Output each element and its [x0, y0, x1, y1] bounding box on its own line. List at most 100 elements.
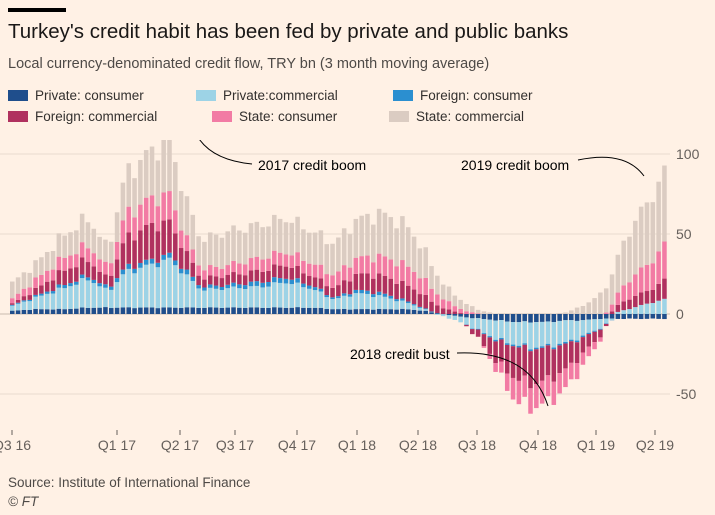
bar-segment [277, 218, 283, 253]
bar-segment [202, 287, 207, 291]
bar-segment [225, 288, 230, 308]
bar-segment [272, 214, 277, 251]
bar-segment [260, 271, 265, 283]
bar-segment [306, 276, 312, 286]
bar-segment [219, 290, 225, 308]
bar-segment [574, 340, 580, 343]
bar-segment [603, 314, 609, 319]
bar-segment [237, 274, 242, 285]
bar-segment [516, 314, 522, 323]
bar-segment [638, 304, 644, 314]
bar-segment [10, 304, 15, 306]
bar-segment [411, 305, 417, 310]
bar-segment [260, 307, 265, 314]
bar-segment [534, 384, 539, 409]
bar-segment [324, 274, 329, 287]
bar-segment [312, 264, 318, 278]
bar-segment [417, 310, 423, 314]
bar-segment [347, 234, 353, 268]
bar-segment [400, 298, 405, 301]
bar-segment [190, 262, 196, 277]
annotation-label: 2018 credit bust [350, 346, 450, 362]
bar-segment [644, 291, 650, 304]
bar-segment [254, 285, 260, 308]
bar-segment [190, 280, 196, 308]
bar-segment [359, 215, 364, 257]
bar-segment [155, 206, 161, 232]
bar-segment [132, 178, 137, 218]
bar-segment [580, 320, 586, 336]
bar-segment [656, 283, 661, 301]
bar-segment [446, 314, 452, 316]
legend-label: Private: consumer [35, 88, 144, 103]
bar-segment [44, 252, 50, 271]
bar-segment [295, 216, 300, 253]
bar-segment [260, 259, 265, 272]
bar-segment [155, 160, 161, 207]
bar-segment [644, 314, 650, 319]
bar-segment [394, 301, 399, 310]
bar-segment [452, 314, 458, 316]
bar-segment [440, 284, 446, 300]
bar-segment [196, 236, 201, 266]
bar-segment [592, 319, 597, 331]
bar-segment [167, 219, 172, 253]
bar-segment [68, 255, 73, 269]
bar-segment [68, 268, 73, 284]
bar-segment [225, 307, 230, 314]
bar-segment [353, 218, 359, 258]
bar-segment [580, 352, 586, 365]
x-tick-label: Q4 18 [519, 437, 557, 453]
bar-segment [62, 284, 67, 289]
bar-segment [429, 301, 434, 312]
bar-segment [254, 281, 260, 286]
bar-segment [103, 239, 108, 262]
bar-segment [219, 278, 225, 287]
bar-segment [202, 241, 207, 271]
bar-segment [184, 307, 190, 314]
bar-segment [202, 279, 207, 288]
bar-segment [254, 269, 260, 282]
bar-segment [242, 289, 248, 308]
bar-segment [551, 314, 557, 323]
bar-segment [376, 253, 382, 274]
bar-segment [341, 265, 347, 281]
bar-segment [178, 308, 184, 314]
bar-segment [312, 307, 318, 314]
bar-segment [27, 272, 33, 288]
bar-segment [586, 332, 592, 335]
bar-segment [272, 264, 277, 278]
bar-segment [190, 276, 196, 281]
bar-segment [493, 363, 498, 372]
bar-segment [79, 257, 85, 275]
bar-segment [504, 321, 510, 344]
bar-segment [173, 233, 178, 261]
bar-segment [178, 191, 184, 231]
legend-item-foreign-commercial: Foreign: commercial [8, 109, 157, 124]
bar-segment [557, 314, 562, 321]
bar-segment [522, 321, 527, 344]
bar-segment [545, 343, 551, 346]
bar-segment [161, 192, 166, 221]
x-tick-label: Q3 17 [216, 437, 254, 453]
bar-segment [301, 307, 306, 314]
bar-segment [68, 283, 73, 287]
stacked-bar-chart: 100 50 0 -50 Q3 16 Q1 17 Q2 17 Q3 17 Q4 17 Q1 18 Q… [0, 140, 700, 453]
bar-segment [242, 232, 248, 265]
bar-segment [499, 338, 504, 340]
bar-segment [522, 375, 527, 397]
bar-segment [440, 299, 446, 309]
bar-segment [10, 305, 15, 311]
bar-segment [266, 226, 271, 259]
bar-segment [126, 263, 131, 269]
bar-segment [27, 301, 33, 310]
bar-segment [207, 284, 213, 288]
bar-segment [382, 296, 388, 310]
bar-segment [114, 307, 120, 314]
bar-segment [15, 303, 21, 311]
bar-segment [638, 267, 644, 293]
bar-segment [44, 291, 50, 294]
bar-segment [481, 333, 487, 335]
bar-segment [371, 297, 376, 310]
bar-segment [219, 286, 225, 290]
